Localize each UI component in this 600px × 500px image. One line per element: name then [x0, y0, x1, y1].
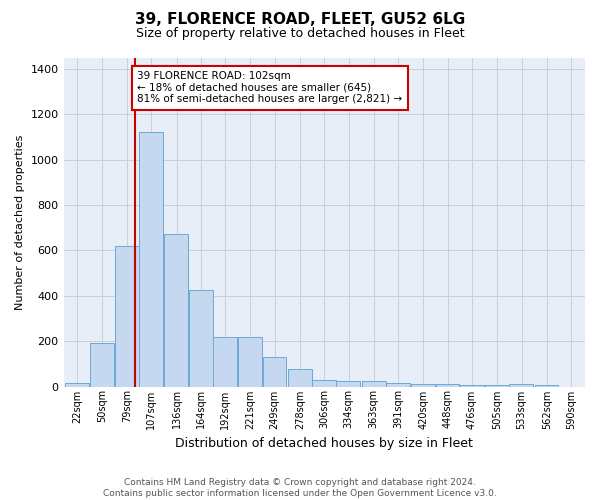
- Bar: [164, 234, 188, 386]
- Bar: [188, 290, 212, 386]
- Bar: [337, 381, 361, 386]
- Text: Contains HM Land Registry data © Crown copyright and database right 2024.
Contai: Contains HM Land Registry data © Crown c…: [103, 478, 497, 498]
- Bar: [213, 336, 237, 386]
- Bar: [288, 370, 311, 386]
- X-axis label: Distribution of detached houses by size in Fleet: Distribution of detached houses by size …: [175, 437, 473, 450]
- Text: 39, FLORENCE ROAD, FLEET, GU52 6LG: 39, FLORENCE ROAD, FLEET, GU52 6LG: [135, 12, 465, 28]
- Bar: [411, 384, 435, 386]
- Bar: [263, 357, 286, 386]
- Y-axis label: Number of detached properties: Number of detached properties: [15, 134, 25, 310]
- Bar: [386, 383, 410, 386]
- Bar: [238, 336, 262, 386]
- Bar: [509, 384, 533, 386]
- Bar: [436, 384, 460, 386]
- Bar: [89, 344, 113, 386]
- Text: Size of property relative to detached houses in Fleet: Size of property relative to detached ho…: [136, 28, 464, 40]
- Bar: [115, 246, 139, 386]
- Bar: [65, 383, 89, 386]
- Bar: [139, 132, 163, 386]
- Bar: [312, 380, 336, 386]
- Bar: [362, 381, 386, 386]
- Text: 39 FLORENCE ROAD: 102sqm
← 18% of detached houses are smaller (645)
81% of semi-: 39 FLORENCE ROAD: 102sqm ← 18% of detach…: [137, 71, 403, 104]
